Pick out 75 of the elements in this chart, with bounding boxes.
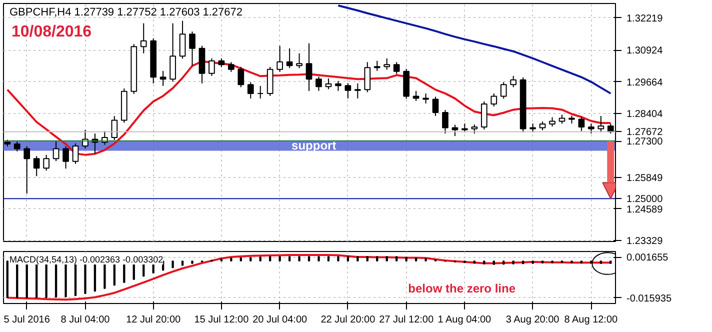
candlestick [296,52,302,69]
candlestick [598,115,604,133]
candlestick [170,22,176,82]
candlestick [490,92,498,107]
ref-line-label: 1.25000 [626,194,664,206]
candlestick [316,76,322,92]
candlestick [412,90,420,102]
candlestick [72,143,79,164]
chart-title: GBPCHF,H4 1.27739 1.27752 1.27603 1.27672 [10,6,243,18]
x-tick-label: 8 Jul 04:00 [60,314,110,326]
candlestick [160,70,166,86]
candlestick [558,114,566,124]
y-tick-label: 1.25849 [626,172,664,184]
candlestick [14,141,20,152]
candlestick [422,92,429,104]
candlestick [257,85,264,99]
x-tick-label: 5 Jul 2016 [4,314,50,326]
candlestick [549,116,556,128]
candlestick [578,116,585,132]
candlestick [588,123,594,134]
candlestick [354,82,361,99]
ref-line-label: 1.27300 [626,136,664,148]
chart-title: MACD(34,54,13) -0.002363 -0.003302 [10,254,164,264]
candlestick [62,146,69,170]
candlestick [228,62,234,72]
x-tick-label: 15 Jul 12:00 [194,314,250,326]
x-tick-label: 20 Jul 04:00 [252,314,308,326]
candlestick [442,109,448,134]
y-tick-label: 1.24589 [626,204,664,216]
candlestick [374,60,380,72]
candlestick [384,58,390,70]
y-tick-label: 1.28404 [626,108,664,120]
line-series [337,4,612,94]
candlestick [238,66,244,88]
candlestick [247,82,254,99]
candlestick [208,58,215,76]
text: 10/08/2016 [12,24,92,40]
candlestick [335,80,342,92]
candlestick [33,156,40,177]
candlestick [432,96,439,116]
candlestick [452,124,458,137]
candlestick [111,115,118,141]
annotation: below the zero line [408,282,516,296]
y-tick-label: 0.001655 [626,252,669,264]
x-tick-label: 27 Jul 12:00 [379,314,434,326]
candlestick [276,45,283,72]
x-tick-label: 22 Jul 20:00 [320,314,376,326]
candlestick [24,146,30,194]
candlestick [364,62,371,93]
x-tick-label: 3 Aug 20:00 [506,314,560,326]
candlestick [510,75,517,88]
candlestick [480,100,488,130]
y-tick-label: 1.32219 [626,13,664,24]
x-tick-label: 12 Jul 20:00 [126,314,182,326]
x-tick-label: 8 Aug 12:00 [564,314,618,326]
candlestick [189,31,196,66]
candlestick [306,42,312,92]
candlestick [500,82,507,100]
candlestick [344,82,352,99]
candlestick [52,140,60,162]
y-tick-label: 1.30924 [626,46,664,57]
candlestick [471,124,478,134]
band-label: support [292,138,336,153]
candlestick [179,20,186,60]
candlestick [286,48,293,69]
candlestick [43,154,50,172]
y-tick-label: -0.015935 [626,293,672,304]
candlestick [393,62,400,74]
candlestick [325,78,332,90]
line-series [6,254,612,301]
candlestick [140,22,147,54]
ref-line-label: 1.27672 [626,127,664,138]
y-tick-label: 1.23329 [626,236,664,248]
x-tick-label: 1 Aug 04:00 [438,314,492,326]
y-tick-label: 1.29664 [626,77,664,88]
